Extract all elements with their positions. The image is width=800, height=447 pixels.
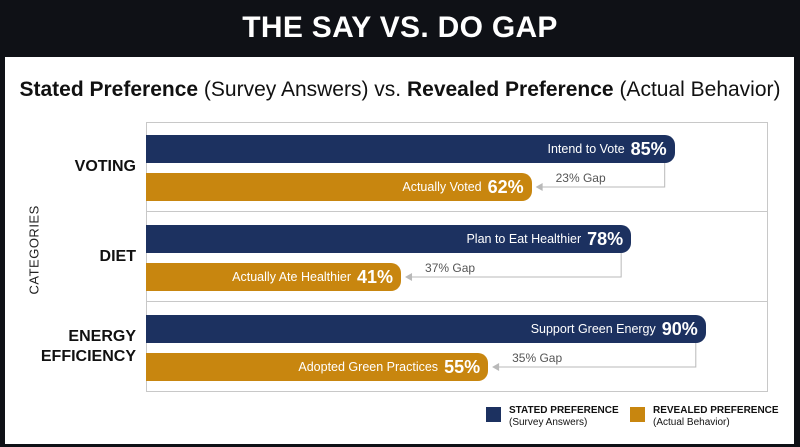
group-divider <box>146 301 768 302</box>
bar-label: Intend to Vote <box>547 142 625 156</box>
bar-revealed: Adopted Green Practices 55% <box>146 353 489 381</box>
bar-label: Support Green Energy <box>530 322 656 336</box>
data-label: 78% <box>587 228 624 249</box>
legend-label-revealed: REVEALED PREFERENCE <box>653 405 779 416</box>
chart-subtitle: Stated Preference (Survey Answers) vs. R… <box>0 78 800 102</box>
subtitle-revealed-note: (Actual Behavior) <box>613 78 781 101</box>
category-label: VOTING <box>75 157 136 177</box>
category-label-line: ENERGY <box>68 328 136 345</box>
data-label: 55% <box>444 356 481 377</box>
bar-revealed: Actually Voted 62% <box>146 173 532 201</box>
bar-label: Actually Ate Healthier <box>232 270 351 284</box>
gap-label: 35% Gap <box>512 351 563 365</box>
category-label-line: DIET <box>99 248 136 265</box>
y-axis-title: CATEGORIES <box>26 205 42 295</box>
subtitle-stated-note: (Survey Answers) vs. <box>198 78 407 101</box>
legend-item-revealed: REVEALED PREFERENCE (Actual Behavior) <box>630 405 779 429</box>
title-bar: THE SAY VS. DO GAP <box>0 0 800 56</box>
subtitle-stated: Stated Preference <box>19 78 199 101</box>
category-label: ENERGY EFFICIENCY <box>41 327 136 367</box>
plot-area <box>146 122 768 392</box>
data-label: 41% <box>356 266 394 287</box>
gap-label: 37% Gap <box>425 261 476 275</box>
bar-label: Plan to Eat Healthier <box>466 232 582 246</box>
bar-stated: Plan to Eat Healthier 78% <box>146 225 632 253</box>
bar-label: Actually Voted <box>402 180 482 194</box>
page-title: THE SAY VS. DO GAP <box>242 11 558 44</box>
subtitle-revealed: Revealed Preference <box>406 78 614 101</box>
data-label: 85% <box>630 138 667 159</box>
legend-label-stated: STATED PREFERENCE <box>509 405 619 416</box>
bar-label: Adopted Green Practices <box>298 360 439 374</box>
legend-swatch-stated <box>486 407 501 422</box>
legend-swatch-revealed <box>630 407 645 422</box>
data-label: 90% <box>661 318 698 339</box>
bar-stated: Support Green Energy 90% <box>146 315 706 343</box>
bar-revealed: Actually Ate Healthier 41% <box>146 263 402 291</box>
legend-item-stated: STATED PREFERENCE (Survey Answers) <box>486 405 619 429</box>
group-divider <box>146 211 768 212</box>
category-label-line: VOTING <box>74 158 136 175</box>
legend-sub-stated: (Survey Answers) <box>509 417 588 428</box>
category-label-line: EFFICIENCY <box>40 348 136 365</box>
category-label: DIET <box>100 247 136 267</box>
legend-sub-revealed: (Actual Behavior) <box>653 417 730 428</box>
data-label: 62% <box>487 176 524 197</box>
gap-label: 23% Gap <box>555 171 606 185</box>
bar-stated: Intend to Vote 85% <box>146 135 675 163</box>
